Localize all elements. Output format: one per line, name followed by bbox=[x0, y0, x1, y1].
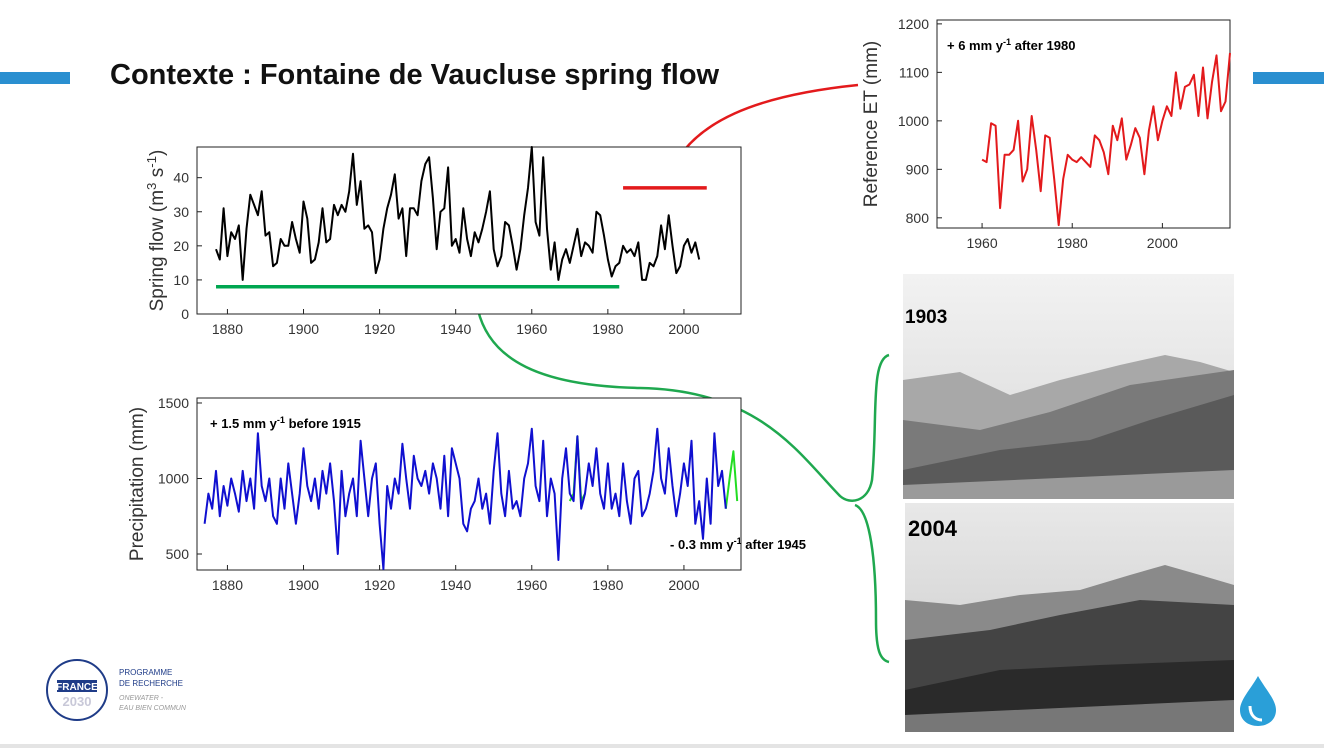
text-part: Precipitation (mm) bbox=[127, 407, 148, 561]
text-part: ) bbox=[147, 150, 168, 156]
y-tick-label: 10 bbox=[173, 272, 189, 288]
y-tick-label: 20 bbox=[173, 238, 189, 254]
x-tick-label: 1900 bbox=[288, 577, 319, 593]
superscript: -1 bbox=[144, 156, 159, 168]
text-part: + 1.5 mm y bbox=[210, 416, 278, 431]
text-part: s bbox=[147, 168, 168, 183]
slide-title: Contexte : Fontaine de Vaucluse spring f… bbox=[110, 59, 720, 91]
text-part: after 1980 bbox=[1011, 38, 1075, 53]
y-tick-label: 1000 bbox=[898, 113, 929, 129]
text-part: before 1915 bbox=[285, 416, 361, 431]
y-tick-label: 1200 bbox=[898, 16, 929, 32]
plot-frame bbox=[936, 19, 1231, 229]
y-axis-label: Precipitation (mm) bbox=[127, 407, 148, 561]
x-tick-label: 1920 bbox=[364, 577, 395, 593]
logo-text: DE RECHERCHE bbox=[119, 679, 183, 688]
x-tick-label: 1980 bbox=[1057, 235, 1088, 251]
series-line bbox=[203, 427, 727, 571]
superscript: -1 bbox=[277, 415, 285, 425]
y-axis-label: Reference ET (mm) bbox=[861, 41, 882, 207]
photo-1903 bbox=[903, 274, 1234, 499]
y-tick-label: 0 bbox=[181, 306, 189, 322]
logo-text: PROGRAMME bbox=[119, 668, 172, 677]
bracket bbox=[854, 503, 890, 664]
green-arrow bbox=[476, 309, 890, 502]
series-line bbox=[215, 146, 701, 281]
superscript: -1 bbox=[734, 536, 742, 546]
x-tick-label: 2000 bbox=[668, 577, 699, 593]
y-tick-label: 1500 bbox=[158, 395, 189, 411]
y-tick-label: 40 bbox=[173, 170, 189, 186]
annotation: + 6 mm y-1 after 1980 bbox=[947, 37, 1075, 53]
y-tick-label: 30 bbox=[173, 204, 189, 220]
x-tick-label: 1980 bbox=[592, 577, 623, 593]
y-tick-label: 1100 bbox=[899, 64, 929, 80]
x-tick-label: 1920 bbox=[364, 321, 395, 337]
chart: 1880 1900 1920 1940 1960 1980 2000010203040Spr… bbox=[144, 146, 742, 337]
y-axis-label: Spring flow (m3 s-1) bbox=[144, 150, 169, 312]
series-line bbox=[981, 52, 1231, 227]
y-tick-label: 800 bbox=[906, 210, 930, 226]
x-tick-label: 1940 bbox=[440, 577, 471, 593]
logo: FRANCE 2030 PROGRAMME DE RECHERCHE ONEWA… bbox=[46, 659, 187, 721]
text-part: - 0.3 mm y bbox=[670, 537, 734, 552]
chart: 1960 1980 2000 800 900 1000 1100 1200 Reference … bbox=[861, 16, 1231, 251]
logo-text: EAU BIEN COMMUN bbox=[119, 705, 187, 712]
plot-frame bbox=[196, 146, 742, 315]
x-tick-label: 1960 bbox=[516, 321, 547, 337]
drop-icon bbox=[1240, 676, 1276, 726]
text-part: + 6 mm y bbox=[947, 38, 1004, 53]
x-tick-label: 1980 bbox=[592, 321, 623, 337]
text-part: Reference ET (mm) bbox=[861, 41, 882, 207]
text-part: Spring flow (m bbox=[147, 190, 168, 311]
chart: 1880 1900 1920 1940 1960 1980 2000 500 1000 1500 P… bbox=[127, 395, 806, 593]
photo-label: 2004 bbox=[908, 516, 958, 541]
text-part: after 1945 bbox=[742, 537, 806, 552]
y-tick-label: 500 bbox=[166, 546, 190, 562]
footer-line bbox=[0, 744, 1324, 748]
superscript: -1 bbox=[1003, 37, 1011, 47]
x-tick-label: 2000 bbox=[1147, 235, 1178, 251]
superscript: 3 bbox=[144, 183, 159, 190]
y-tick-label: 900 bbox=[906, 161, 930, 177]
x-tick-label: 1960 bbox=[966, 235, 997, 251]
x-tick-label: 1940 bbox=[440, 321, 471, 337]
accent-bar bbox=[1253, 72, 1324, 84]
logo-text: FRANCE bbox=[56, 682, 98, 693]
logo-text: ONEWATER - bbox=[119, 695, 164, 702]
logo-text: 2030 bbox=[63, 694, 92, 709]
x-tick-label: 2000 bbox=[668, 321, 699, 337]
annotation: - 0.3 mm y-1 after 1945 bbox=[670, 536, 806, 552]
annotation: + 1.5 mm y-1 before 1915 bbox=[210, 415, 361, 431]
photo-2004 bbox=[905, 503, 1234, 732]
x-tick-label: 1900 bbox=[288, 321, 319, 337]
x-tick-label: 1960 bbox=[516, 577, 547, 593]
y-tick-label: 1000 bbox=[158, 470, 189, 486]
x-tick-label: 1880 bbox=[212, 577, 243, 593]
x-tick-label: 1880 bbox=[212, 321, 243, 337]
photo-label: 1903 bbox=[905, 307, 947, 328]
accent-bar bbox=[0, 72, 70, 84]
